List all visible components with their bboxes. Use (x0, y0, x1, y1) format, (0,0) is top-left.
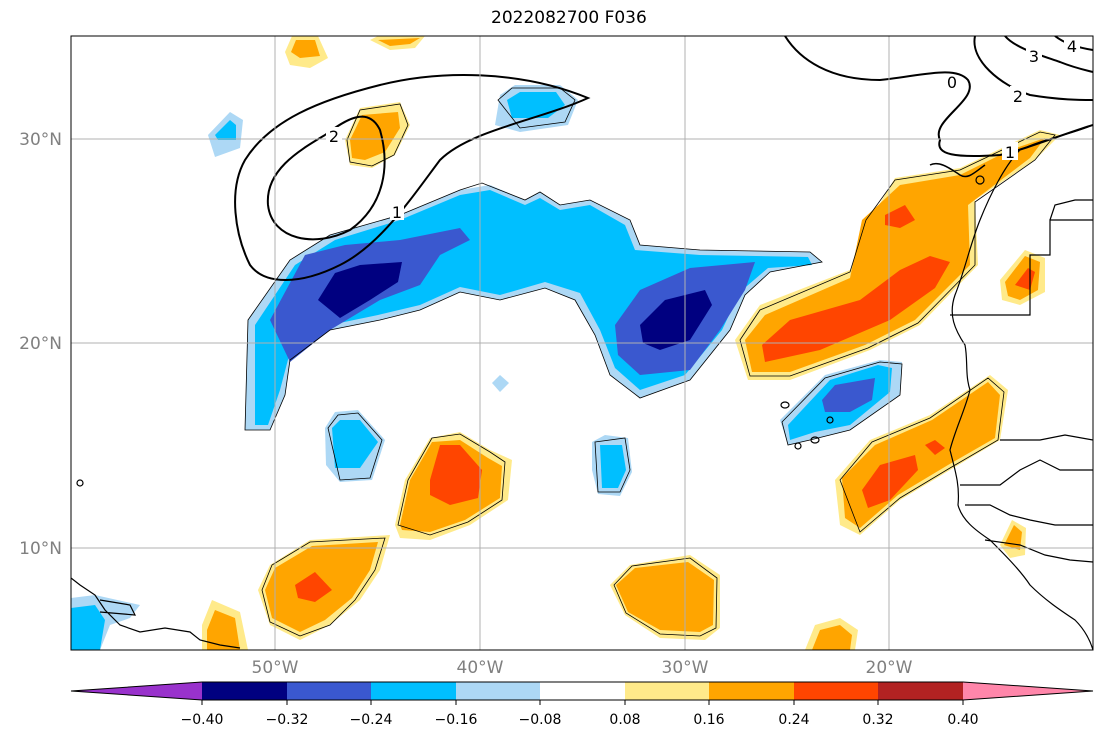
contour-label: 1 (1005, 143, 1015, 162)
colorbar-tick-label: 0.24 (778, 712, 809, 728)
contour-label-bgs (326, 36, 1080, 220)
colorbar-tick-label: −0.40 (181, 712, 224, 728)
lon-tick-labels: 50°W 40°W 30°W 20°W (252, 658, 913, 678)
neg-band-navy-west (318, 262, 402, 318)
colorbar-segment (202, 682, 287, 700)
positive-anomaly-regions (202, 36, 1060, 650)
colorbar-extend-high (963, 682, 1093, 700)
contour-1-west (234, 74, 591, 281)
west-africa-borders (960, 434, 1093, 563)
morocco-border (1049, 199, 1093, 221)
colorbar-segment (709, 682, 794, 700)
colorbar-tick-label: −0.08 (519, 712, 562, 728)
western-sahara-border (950, 219, 1093, 316)
contour-label: 2 (329, 127, 339, 146)
colorbar-tick-labels: −0.40 −0.32 −0.24 −0.16 −0.08 0.08 0.16 … (181, 712, 979, 728)
contour-label: 0 (947, 73, 957, 92)
caribbean-coast (71, 577, 241, 649)
gridlines (71, 36, 1093, 650)
lon-tick-label: 30°W (662, 658, 709, 678)
contour-label: 2 (1013, 87, 1023, 106)
negative-anomaly-small (71, 85, 903, 650)
colorbar-segment (625, 682, 709, 700)
map-border (70, 35, 1094, 651)
contour-label: 1 (392, 203, 402, 222)
lon-tick-label: 20°W (866, 658, 913, 678)
contour-1-coast (929, 163, 986, 178)
colorbar-tick-label: 0.08 (609, 712, 640, 728)
colorbar-segment (456, 682, 540, 700)
lat-tick-labels: 30°N 20°N 10°N (19, 130, 62, 559)
colorbar-tick-label: 0.16 (693, 712, 724, 728)
map-title: 2022082700 F036 (491, 8, 647, 28)
lat-tick-label: 30°N (19, 130, 62, 150)
lon-tick-label: 50°W (252, 658, 299, 678)
contour-3-east (1004, 36, 1093, 73)
small-contour-islands (76, 175, 985, 487)
negative-anomaly-band (244, 182, 823, 431)
contour-2-east (973, 36, 1093, 101)
colorbar-ticks (201, 700, 964, 705)
lon-tick-label: 40°W (457, 658, 504, 678)
lat-tick-label: 10°N (19, 539, 62, 559)
colorbar-segment (287, 682, 371, 700)
contour-label: 3 (1029, 47, 1039, 66)
colorbar-tick-label: −0.24 (350, 712, 393, 728)
map-area (71, 36, 1093, 650)
colorbar-segment (371, 682, 456, 700)
colorbar-tick-label: −0.16 (435, 712, 478, 728)
neg-band-outline (244, 182, 823, 431)
contour-labels: 2 1 2 3 4 1 0 (329, 37, 1077, 222)
colorbar-tick-label: −0.32 (266, 712, 309, 728)
colorbar-segments (71, 682, 1093, 700)
coastlines (71, 124, 1093, 650)
contour-2-west (266, 115, 386, 241)
colorbar-tick-label: 0.40 (947, 712, 978, 728)
neg-band-navy-east (640, 290, 712, 350)
colorbar-extend-low (71, 682, 202, 700)
colorbar-segment (794, 682, 878, 700)
colorbar-segment (540, 682, 625, 700)
colorbar-segment (878, 682, 963, 700)
africa-coast (949, 124, 1093, 650)
contour-label: 4 (1067, 37, 1077, 56)
colorbar: −0.40 −0.32 −0.24 −0.16 −0.08 0.08 0.16 … (70, 681, 1094, 728)
lat-tick-label: 20°N (19, 334, 62, 354)
colorbar-tick-label: 0.32 (862, 712, 893, 728)
